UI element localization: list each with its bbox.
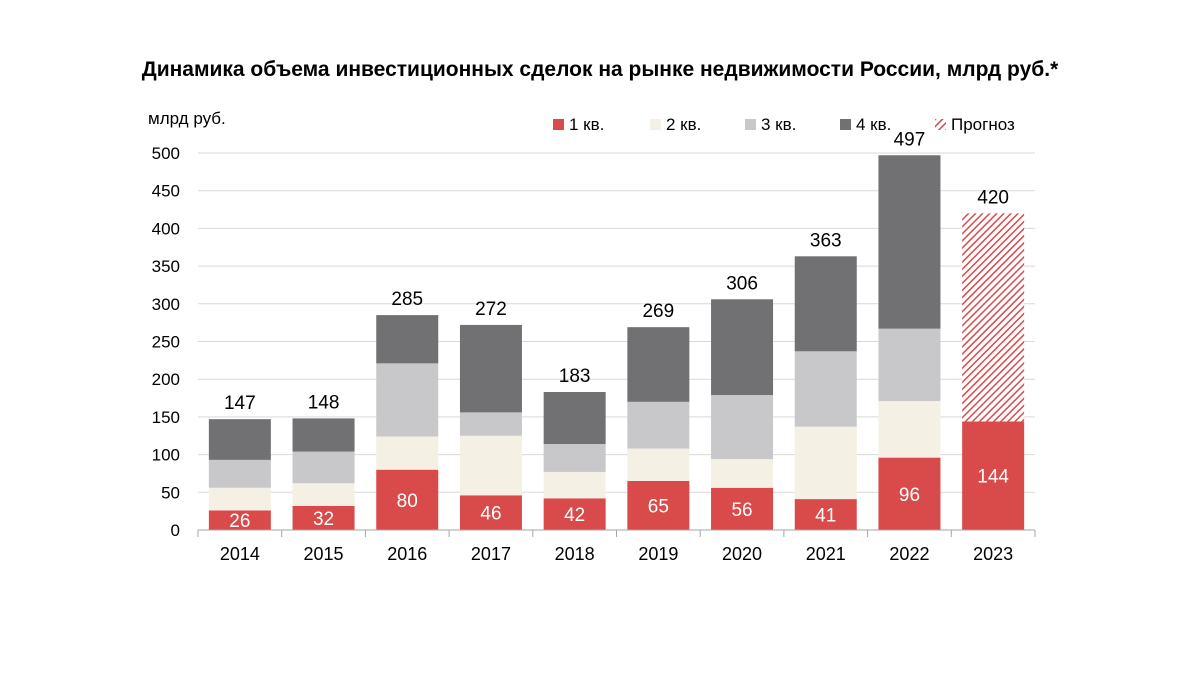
bar-2018-series-0: [543, 498, 606, 530]
bar-2023-series-4: [962, 213, 1025, 422]
data-label-2018: 42: [564, 505, 585, 526]
bar-2021-series-3: [794, 256, 857, 352]
bar-2019-series-2: [627, 401, 690, 449]
bar-2022-series-3: [878, 155, 941, 329]
bar-2017-series-2: [459, 412, 522, 436]
y-tick-label: 100: [152, 446, 180, 465]
total-label-2015: 148: [308, 392, 340, 413]
data-label-2022: 96: [899, 485, 920, 506]
bar-2014-series-2: [208, 459, 271, 488]
data-label-2014: 26: [229, 511, 250, 532]
x-tick-label: 2021: [806, 544, 846, 564]
total-label-2016: 285: [391, 289, 423, 310]
data-label-2016: 80: [397, 491, 418, 512]
bar-2017-series-3: [459, 324, 522, 413]
x-tick-label: 2022: [889, 544, 929, 564]
y-tick-label: 300: [152, 295, 180, 314]
bar-2022-series-0: [878, 457, 941, 530]
bar-2015-series-1: [292, 483, 355, 506]
bar-2022-series-1: [878, 401, 941, 458]
data-label-2021: 41: [815, 506, 836, 527]
y-tick-label: 450: [152, 182, 180, 201]
total-label-2017: 272: [475, 299, 507, 320]
x-tick-label: 2014: [220, 544, 260, 564]
y-tick-label: 50: [161, 483, 180, 502]
bar-2014-series-0: [208, 510, 271, 530]
total-label-2022: 497: [894, 129, 926, 150]
y-tick-label: 400: [152, 219, 180, 238]
total-label-2021: 363: [810, 230, 842, 251]
legend-label-1: 2 кв.: [666, 115, 701, 134]
y-axis: 0 50 100 150 200 250 300 350 400 450 500: [152, 144, 180, 540]
chart-title: Динамика объема инвестиционных сделок на…: [141, 58, 1059, 81]
total-label-2019: 269: [642, 301, 674, 322]
data-label-2023: 144: [977, 467, 1009, 488]
legend-label-0: 1 кв.: [569, 115, 604, 134]
bar-2015-series-3: [292, 418, 355, 452]
bar-2020-series-3: [711, 299, 774, 396]
bar-2016-series-2: [376, 363, 439, 437]
bar-2014-series-3: [208, 419, 271, 460]
bar-2017-series-1: [459, 435, 522, 496]
data-label-2017: 46: [480, 504, 501, 525]
y-tick-label: 0: [171, 521, 180, 540]
bar-2019-series-3: [627, 327, 690, 402]
bar-2016-series-3: [376, 315, 439, 364]
legend-swatch-4: [935, 119, 946, 130]
legend: 1 кв. 2 кв. 3 кв. 4 кв. Прогноз: [553, 115, 1015, 134]
bar-2021-series-1: [794, 426, 857, 500]
bar-2018-series-3: [543, 392, 606, 445]
legend-label-2: 3 кв.: [761, 115, 796, 134]
total-label-2014: 147: [224, 393, 256, 414]
y-tick-label: 500: [152, 144, 180, 163]
bar-2016-series-1: [376, 436, 439, 470]
bar-2020-series-2: [711, 395, 774, 460]
y-tick-label: 250: [152, 333, 180, 352]
bar-2020-series-0: [711, 487, 774, 530]
legend-swatch-1: [650, 119, 661, 130]
x-tick-label: 2023: [973, 544, 1013, 564]
y-tick-label: 200: [152, 370, 180, 389]
bar-2018-series-2: [543, 444, 606, 472]
x-tick-label: 2015: [304, 544, 344, 564]
data-label-2019: 65: [648, 496, 669, 517]
bar-2021-series-0: [794, 499, 857, 530]
data-label-2015: 32: [313, 509, 334, 530]
data-labels: 26 147 32 148 80 285 46 272 42 183 65 269 56 306 41 363…: [224, 129, 1009, 532]
legend-swatch-2: [745, 119, 756, 130]
legend-label-3: 4 кв.: [856, 115, 891, 134]
total-label-2018: 183: [559, 366, 591, 387]
bar-2017-series-0: [459, 495, 522, 530]
x-tick-label: 2017: [471, 544, 511, 564]
bar-2020-series-1: [711, 459, 774, 488]
legend-label-4: Прогноз: [951, 115, 1015, 134]
bar-2019-series-1: [627, 448, 690, 481]
x-tick-label: 2019: [638, 544, 678, 564]
bar-2021-series-2: [794, 351, 857, 427]
x-tick-label: 2020: [722, 544, 762, 564]
bar-2014-series-1: [208, 487, 271, 511]
total-label-2020: 306: [726, 273, 758, 294]
legend-swatch-0: [553, 119, 564, 130]
bar-2018-series-1: [543, 471, 606, 499]
x-tick-label: 2016: [387, 544, 427, 564]
data-label-2020: 56: [731, 500, 752, 521]
y-axis-title: млрд руб.: [148, 109, 226, 128]
y-tick-label: 350: [152, 257, 180, 276]
x-axis: 2014 2015 2016 2017 2018 2019 2020 2021 2022 2023: [197, 529, 1036, 564]
bar-2023-series-0: [962, 421, 1025, 530]
bars: [208, 155, 1025, 530]
total-label-2023: 420: [977, 187, 1009, 208]
bar-2015-series-0: [292, 505, 355, 530]
bar-2015-series-2: [292, 451, 355, 484]
bar-2019-series-0: [627, 480, 690, 530]
y-tick-label: 150: [152, 408, 180, 427]
legend-swatch-3: [840, 119, 851, 130]
bar-2016-series-0: [376, 469, 439, 530]
x-tick-label: 2018: [555, 544, 595, 564]
bar-2022-series-2: [878, 328, 941, 402]
